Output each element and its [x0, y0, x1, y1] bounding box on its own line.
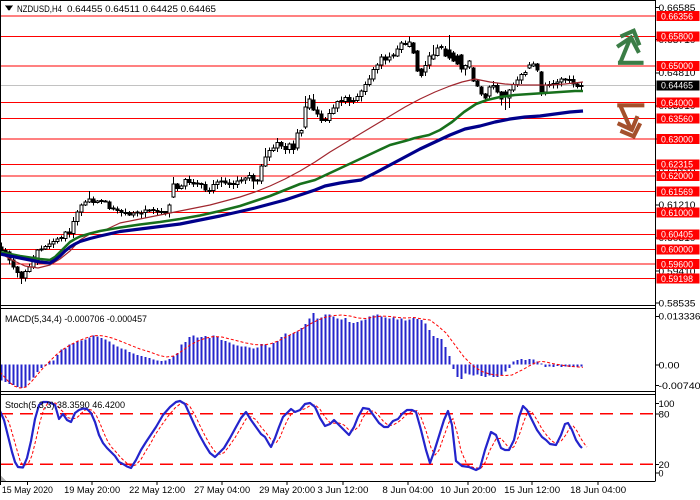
- svg-text:15 Jun 12:00: 15 Jun 12:00: [504, 485, 560, 495]
- svg-text:Stoch(5,3,3) 38.3590 46.4200: Stoch(5,3,3) 38.3590 46.4200: [5, 400, 125, 410]
- svg-text:0.61210: 0.61210: [659, 200, 696, 210]
- svg-text:NZDUSD,H4: NZDUSD,H4: [17, 4, 62, 15]
- svg-text:0.66356: 0.66356: [661, 11, 693, 21]
- svg-text:3 Jun 12:00: 3 Jun 12:00: [317, 485, 368, 495]
- svg-text:0: 0: [659, 469, 664, 479]
- svg-text:15 May 2020: 15 May 2020: [2, 485, 53, 495]
- svg-text:27 May 04:00: 27 May 04:00: [194, 485, 250, 495]
- svg-text:0.62000: 0.62000: [661, 171, 693, 181]
- svg-text:20: 20: [659, 460, 670, 470]
- svg-text:8 Jun 04:00: 8 Jun 04:00: [382, 485, 433, 495]
- svg-text:10 Jun 20:00: 10 Jun 20:00: [440, 485, 496, 495]
- svg-text:0.59410: 0.59410: [659, 266, 696, 276]
- svg-text:0.64000: 0.64000: [661, 98, 693, 108]
- svg-text:0.59600: 0.59600: [661, 259, 693, 269]
- svg-text:0.013336: 0.013336: [659, 312, 700, 322]
- svg-text:0.60000: 0.60000: [661, 245, 693, 255]
- svg-text:0.65800: 0.65800: [661, 32, 693, 42]
- svg-text:0.64455 0.64511 0.64425 0.6446: 0.64455 0.64511 0.64425 0.64465: [67, 4, 216, 15]
- svg-text:80: 80: [659, 410, 670, 420]
- svg-text:100: 100: [659, 399, 675, 409]
- svg-text:0.61569: 0.61569: [661, 187, 693, 197]
- svg-text:0.58535: 0.58535: [659, 298, 696, 308]
- svg-text:MACD(5,34,4) -0.000706 -0.0004: MACD(5,34,4) -0.000706 -0.000457: [5, 314, 147, 324]
- svg-text:0.62315: 0.62315: [661, 160, 693, 170]
- svg-text:0.60405: 0.60405: [661, 230, 693, 240]
- svg-text:-0.007402: -0.007402: [659, 381, 700, 391]
- svg-text:0.63000: 0.63000: [661, 135, 693, 145]
- svg-text:0.65000: 0.65000: [661, 61, 693, 71]
- svg-text:18 Jun 04:00: 18 Jun 04:00: [570, 485, 626, 495]
- svg-text:0.59198: 0.59198: [661, 274, 693, 284]
- svg-text:0.66585: 0.66585: [659, 3, 696, 13]
- svg-text:0.64465: 0.64465: [661, 81, 693, 91]
- svg-text:0.00: 0.00: [659, 361, 680, 371]
- svg-text:0.63560: 0.63560: [661, 114, 693, 124]
- svg-text:29 May 20:00: 29 May 20:00: [259, 485, 315, 495]
- svg-text:0.64810: 0.64810: [659, 68, 696, 78]
- svg-text:22 May 12:00: 22 May 12:00: [129, 485, 185, 495]
- svg-text:0.61000: 0.61000: [661, 208, 693, 218]
- svg-text:19 May 20:00: 19 May 20:00: [64, 485, 120, 495]
